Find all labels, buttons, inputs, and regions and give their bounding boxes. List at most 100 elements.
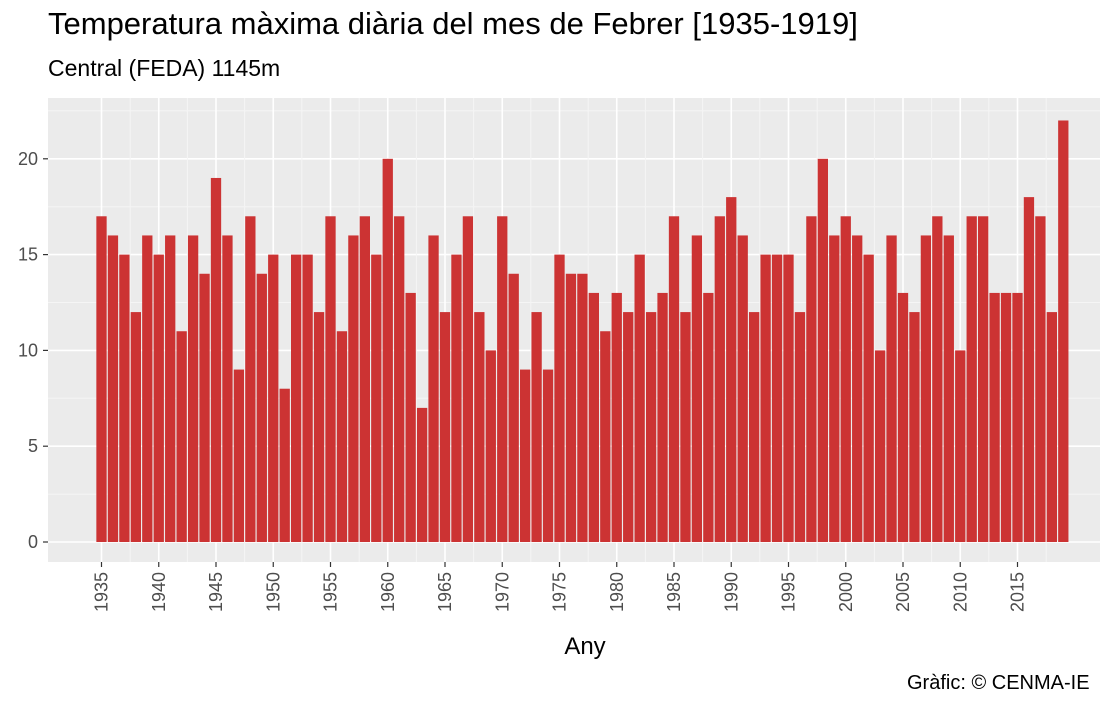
- bar-1991: [737, 235, 748, 542]
- bar-1949: [256, 273, 267, 542]
- x-tick-label: 2000: [836, 572, 856, 612]
- bar-1944: [199, 273, 210, 542]
- x-tick-label: 1975: [550, 572, 570, 612]
- bar-1963: [416, 407, 428, 542]
- x-tick-label: 1940: [149, 572, 169, 612]
- bar-1942: [176, 331, 187, 542]
- bar-1997: [806, 216, 817, 542]
- bar-1969: [485, 350, 496, 542]
- bar-1948: [245, 216, 256, 542]
- bar-1999: [829, 235, 840, 542]
- bar-1977: [577, 273, 588, 542]
- bar-1951: [279, 388, 290, 542]
- bar-2006: [909, 312, 920, 542]
- bar-2014: [1000, 292, 1012, 542]
- y-axis: 0 5 10 15 20: [18, 149, 48, 552]
- bar-1947: [233, 369, 245, 542]
- x-tick-label: 1965: [435, 572, 455, 612]
- x-tick-label: 1980: [607, 572, 627, 612]
- y-tick-label: 5: [28, 436, 38, 456]
- bar-1973: [531, 312, 542, 542]
- bar-1976: [565, 273, 577, 542]
- bar-1984: [657, 292, 668, 542]
- bar-2008: [932, 216, 943, 542]
- bar-2009: [943, 235, 954, 542]
- bar-1992: [749, 312, 760, 542]
- bar-1996: [794, 312, 806, 542]
- bar-1965: [439, 312, 451, 542]
- bar-1941: [165, 235, 176, 542]
- bar-1957: [348, 235, 359, 542]
- bar-2017: [1035, 216, 1046, 542]
- bar-1985: [668, 216, 680, 542]
- bar-2013: [989, 292, 1000, 542]
- bar-2015: [1012, 292, 1023, 542]
- x-tick-label: 1960: [378, 572, 398, 612]
- bars: [96, 120, 1069, 543]
- bar-1975: [554, 254, 565, 542]
- bar-1987: [691, 235, 703, 542]
- bar-2002: [863, 254, 874, 542]
- bar-1970: [497, 216, 508, 542]
- bar-2010: [955, 350, 966, 542]
- bar-1961: [394, 216, 405, 542]
- bar-1953: [302, 254, 313, 542]
- bar-1966: [451, 254, 462, 542]
- bar-1995: [783, 254, 794, 542]
- x-axis: 1935 1940 1945 1950 1955 1960 1965 1970 1975 1980…: [92, 562, 1028, 612]
- y-tick-label: 10: [18, 340, 38, 360]
- bar-1989: [714, 216, 725, 542]
- bar-1980: [611, 292, 622, 542]
- bar-1954: [313, 312, 325, 542]
- bar-2004: [886, 235, 897, 542]
- bar-1952: [291, 254, 302, 542]
- bar-1981: [623, 312, 634, 542]
- y-tick-label: 20: [18, 149, 38, 169]
- bar-1974: [542, 369, 554, 542]
- bar-1988: [703, 292, 714, 542]
- x-tick-label: 1985: [664, 572, 684, 612]
- bar-1982: [634, 254, 645, 542]
- x-tick-label: 1945: [206, 572, 226, 612]
- bar-1962: [405, 292, 416, 542]
- x-tick-label: 1970: [492, 572, 512, 612]
- y-tick-label: 15: [18, 245, 38, 265]
- x-tick-label: 2015: [1008, 572, 1028, 612]
- bar-1946: [222, 235, 233, 542]
- x-axis-title: Any: [564, 633, 605, 660]
- bar-1993: [760, 254, 771, 542]
- bar-1943: [187, 235, 199, 542]
- bar-2018: [1046, 312, 1057, 542]
- chart-title: Temperatura màxima diària del mes de Feb…: [48, 6, 858, 41]
- bar-1972: [520, 369, 531, 542]
- x-tick-label: 1955: [321, 572, 341, 612]
- bar-1955: [325, 216, 336, 542]
- bar-1990: [726, 197, 737, 542]
- bar-2001: [852, 235, 863, 542]
- bar-1971: [508, 273, 519, 542]
- x-tick-label: 1990: [721, 572, 741, 612]
- bar-2011: [966, 216, 977, 542]
- chart-caption: Gràfic: © CENMA-IE: [907, 672, 1090, 694]
- bar-2007: [920, 235, 932, 542]
- bar-1983: [645, 312, 657, 542]
- bar-1937: [119, 254, 130, 542]
- chart-subtitle: Central (FEDA) 1145m: [48, 55, 281, 81]
- bar-1950: [268, 254, 279, 542]
- bar-1940: [153, 254, 164, 542]
- bar-1964: [428, 235, 439, 542]
- bar-2003: [874, 350, 886, 542]
- bar-2019: [1058, 120, 1069, 542]
- bar-1968: [474, 312, 485, 542]
- bar-1935: [96, 216, 107, 542]
- bar-1936: [107, 235, 119, 542]
- bar-1958: [359, 216, 370, 542]
- bar-1967: [462, 216, 474, 542]
- bar-2016: [1023, 197, 1035, 542]
- bar-1978: [588, 292, 599, 542]
- x-tick-label: 1950: [263, 572, 283, 612]
- bar-1938: [130, 312, 141, 542]
- y-tick-label: 0: [28, 532, 38, 552]
- bar-1998: [817, 158, 828, 543]
